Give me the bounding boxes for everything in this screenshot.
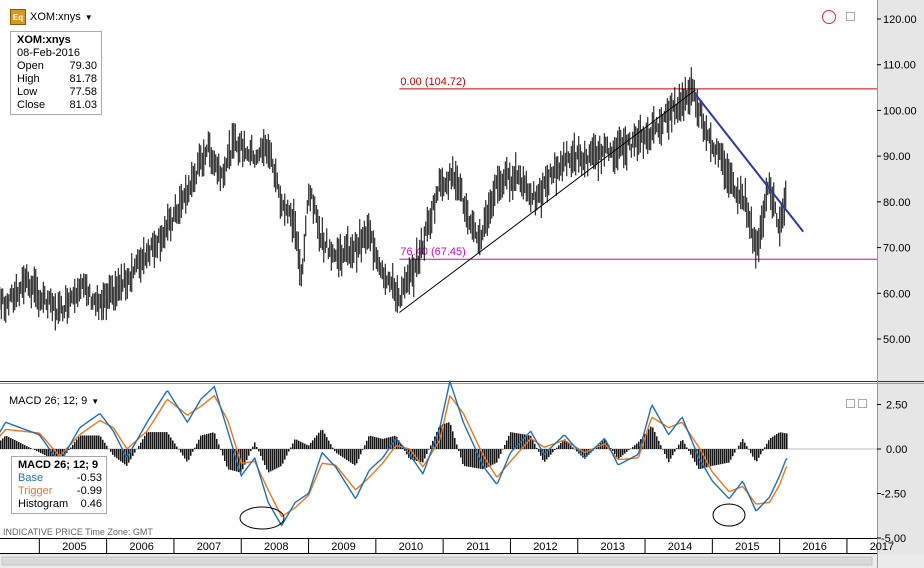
fib-label-0: 0.00 (104.72): [400, 76, 465, 88]
macd-label: Histogram: [18, 498, 69, 510]
year-tick-label: 2017: [870, 541, 894, 553]
macd-tick-label: -5.00: [881, 533, 906, 545]
year-tick-label: 2013: [600, 541, 624, 553]
year-tick-label: 2008: [264, 541, 288, 553]
y-axis-bg: [877, 0, 924, 568]
year-tick-label: 2009: [331, 541, 355, 553]
macd-value: 0.46: [80, 498, 102, 510]
ohlc-value: 79.30: [69, 60, 97, 72]
ohlc-row: Open 79.30: [17, 60, 97, 73]
macd-box-title: MACD 26; 12; 9: [18, 459, 99, 471]
x-axis-bg: [0, 538, 877, 556]
equity-icon: Eq: [10, 9, 26, 25]
macd-row: Trigger -0.99: [18, 485, 102, 498]
macd-base-line: [0, 379, 788, 527]
price-tick-label: 70.00: [883, 243, 911, 255]
ohlc-row: Low 77.58: [17, 86, 97, 99]
price-tick-label: 90.00: [883, 151, 911, 163]
macd-label: Trigger: [18, 485, 53, 497]
ohlc-value: 81.78: [69, 73, 97, 85]
ohlc-label: Open: [17, 60, 44, 72]
year-tick-label: 2010: [399, 541, 423, 553]
year-tick-label: 2014: [668, 541, 692, 553]
panel-close-icon[interactable]: [858, 399, 867, 408]
year-tick-label: 2015: [735, 541, 759, 553]
ohlc-row: Close 81.03: [17, 99, 97, 112]
ohlc-row: High 81.78: [17, 73, 97, 86]
ohlc-label: High: [17, 73, 40, 85]
macd-tick-label: 0.00: [886, 444, 907, 456]
macd-tick-label: 2.50: [886, 400, 907, 412]
price-pane-bg: [0, 0, 877, 381]
year-tick-label: 2011: [466, 541, 490, 553]
macd-value: -0.99: [76, 485, 102, 497]
macd-value: -0.53: [76, 472, 102, 484]
fib-label-764: 76.40 (67.45): [400, 246, 465, 258]
uptrend-line: [399, 89, 696, 313]
ohlc-value: 77.58: [69, 86, 97, 98]
macd-trigger-line: [0, 394, 788, 518]
macd-header-label: MACD 26; 12; 9: [9, 395, 88, 407]
panel-restore-icon[interactable]: [846, 399, 855, 408]
symbol-label: XOM:xnys: [30, 11, 81, 23]
year-tick-label: 2007: [197, 541, 221, 553]
annotation-circle: [239, 506, 285, 530]
footnote: INDICATIVE PRICE Time Zone: GMT: [3, 527, 153, 537]
annotation-circle: [712, 503, 746, 527]
macd-row: Base -0.53: [18, 472, 102, 485]
macd-values-box: MACD 26; 12; 9 Base -0.53 Trigger -0.99 Hist…: [11, 456, 107, 514]
symbol-header[interactable]: Eq XOM:xnys ▼: [10, 9, 93, 25]
ohlc-value: 81.03: [69, 99, 97, 111]
macd-row: Histogram 0.46: [18, 498, 102, 511]
macd-label: Base: [18, 472, 44, 484]
year-tick-label: 2005: [62, 541, 86, 553]
macd-tick-label: -2.50: [881, 489, 906, 501]
price-tick-label: 80.00: [883, 197, 911, 209]
ohlc-date: 08-Feb-2016: [17, 47, 80, 59]
chevron-down-icon[interactable]: ▼: [91, 396, 100, 406]
year-tick-label: 2016: [802, 541, 826, 553]
ohlc-label: Close: [17, 99, 46, 111]
clock-icon[interactable]: [822, 10, 836, 24]
price-tick-label: 120.00: [883, 14, 917, 26]
chevron-down-icon[interactable]: ▼: [84, 12, 93, 22]
price-tick-label: 110.00: [883, 60, 916, 72]
ohlc-symbol: XOM:xnys: [17, 34, 71, 46]
ohlc-box: XOM:xnys 08-Feb-2016 Open 79.30 High 81.78 L…: [10, 31, 102, 115]
price-tick-label: 100.00: [883, 105, 917, 117]
horizontal-scrollbar: [1, 556, 873, 566]
macd-header[interactable]: MACD 26; 12; 9 ▼: [9, 395, 99, 407]
year-tick-label: 2006: [129, 541, 153, 553]
ohlc-label: Low: [17, 86, 38, 98]
price-tick-label: 50.00: [883, 334, 911, 346]
price-tick-label: 60.00: [883, 288, 911, 300]
year-tick-label: 2012: [533, 541, 557, 553]
window-restore-icon[interactable]: [846, 12, 855, 21]
downtrend-line: [694, 93, 804, 233]
